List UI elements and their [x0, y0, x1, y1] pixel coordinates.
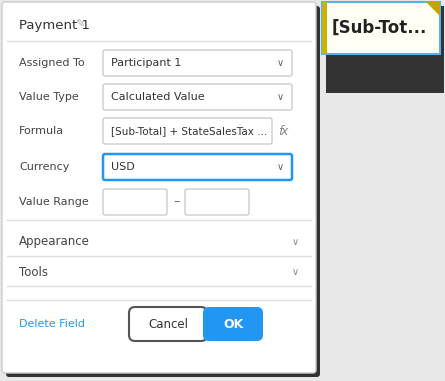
- Text: Tools: Tools: [19, 266, 48, 279]
- Text: Delete Field: Delete Field: [19, 319, 85, 329]
- Text: ∨: ∨: [291, 237, 299, 247]
- FancyBboxPatch shape: [326, 6, 444, 58]
- Text: ∨: ∨: [291, 267, 299, 277]
- Text: ✎: ✎: [75, 20, 85, 30]
- FancyBboxPatch shape: [185, 189, 249, 215]
- Text: Cancel: Cancel: [148, 317, 188, 330]
- FancyBboxPatch shape: [103, 50, 292, 76]
- Text: Assigned To: Assigned To: [19, 58, 85, 68]
- FancyBboxPatch shape: [326, 58, 444, 93]
- Text: [Sub-Total] + StateSalesTax ...: [Sub-Total] + StateSalesTax ...: [111, 126, 267, 136]
- FancyBboxPatch shape: [2, 2, 316, 373]
- FancyBboxPatch shape: [103, 118, 272, 144]
- Text: [Sub-Tot...: [Sub-Tot...: [332, 19, 427, 37]
- Text: ∨: ∨: [276, 92, 283, 102]
- Text: Currency: Currency: [19, 162, 69, 172]
- FancyBboxPatch shape: [103, 154, 292, 180]
- FancyBboxPatch shape: [322, 2, 327, 54]
- FancyBboxPatch shape: [103, 189, 167, 215]
- Text: $f\!x$: $f\!x$: [278, 124, 290, 138]
- FancyBboxPatch shape: [129, 307, 207, 341]
- Text: Appearance: Appearance: [19, 235, 90, 248]
- FancyBboxPatch shape: [322, 2, 440, 54]
- Polygon shape: [426, 2, 440, 16]
- Text: Payment 1: Payment 1: [19, 19, 90, 32]
- FancyBboxPatch shape: [6, 6, 320, 377]
- Text: Calculated Value: Calculated Value: [111, 92, 205, 102]
- Text: OK: OK: [223, 317, 243, 330]
- Text: Value Range: Value Range: [19, 197, 89, 207]
- Text: –: –: [174, 195, 180, 208]
- FancyBboxPatch shape: [203, 307, 263, 341]
- Text: Formula: Formula: [19, 126, 64, 136]
- Text: USD: USD: [111, 162, 135, 172]
- Text: ∨: ∨: [276, 58, 283, 68]
- Text: ∨: ∨: [276, 162, 283, 172]
- Text: Value Type: Value Type: [19, 92, 79, 102]
- Text: Participant 1: Participant 1: [111, 58, 182, 68]
- FancyBboxPatch shape: [103, 84, 292, 110]
